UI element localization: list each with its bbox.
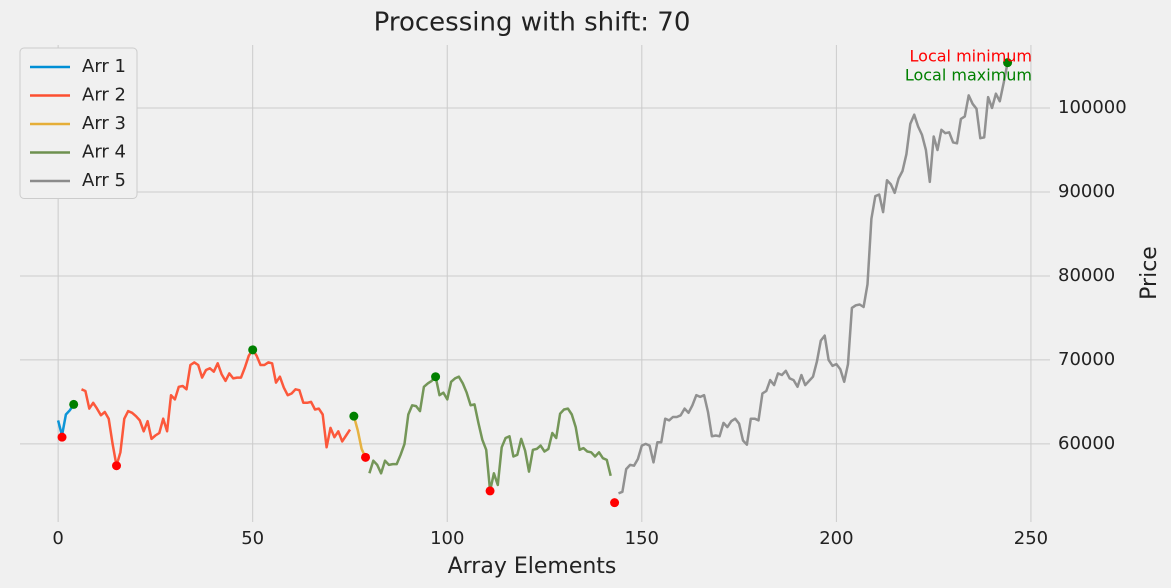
y-tick-label: 80000 bbox=[1058, 265, 1115, 286]
legend-box bbox=[19, 47, 138, 199]
maximum-point bbox=[248, 345, 258, 355]
legend-label: Arr 1 bbox=[82, 56, 126, 77]
y-tick-label: 70000 bbox=[1058, 349, 1115, 370]
minimum-label: Local minimum bbox=[910, 47, 1032, 66]
x-tick-label: 200 bbox=[819, 528, 853, 549]
minimum-point bbox=[610, 498, 620, 508]
legend-label: Arr 2 bbox=[82, 85, 126, 106]
maximum-point bbox=[1003, 58, 1013, 68]
maximum-point bbox=[431, 372, 441, 382]
maximum-point bbox=[349, 411, 359, 421]
x-tick-label: 0 bbox=[52, 528, 63, 549]
maximum-label: Local maximum bbox=[905, 66, 1032, 85]
y-axis-label: Price bbox=[1137, 246, 1162, 300]
x-tick-label: 250 bbox=[1014, 528, 1048, 549]
maximum-point bbox=[69, 399, 79, 409]
minimum-point bbox=[112, 461, 122, 471]
minimum-point bbox=[485, 486, 495, 496]
legend-label: Arr 4 bbox=[82, 142, 126, 163]
y-tick-label: 60000 bbox=[1058, 433, 1115, 454]
data-line bbox=[81, 348, 352, 467]
minimum-point bbox=[361, 452, 371, 462]
y-tick-label: 90000 bbox=[1058, 181, 1115, 202]
minimum-point bbox=[57, 432, 67, 442]
x-tick-label: 50 bbox=[241, 528, 264, 549]
data-line bbox=[56, 403, 75, 437]
y-tick-label: 100000 bbox=[1058, 97, 1127, 118]
x-axis-label: Array Elements bbox=[448, 554, 617, 579]
chart-title: Processing with shift: 70 bbox=[374, 8, 691, 38]
legend-label: Arr 3 bbox=[82, 113, 126, 134]
data-line bbox=[352, 415, 367, 458]
x-tick-label: 100 bbox=[430, 528, 464, 549]
x-tick-label: 150 bbox=[625, 528, 659, 549]
data-line bbox=[618, 62, 1009, 495]
legend-label: Arr 5 bbox=[82, 170, 126, 191]
